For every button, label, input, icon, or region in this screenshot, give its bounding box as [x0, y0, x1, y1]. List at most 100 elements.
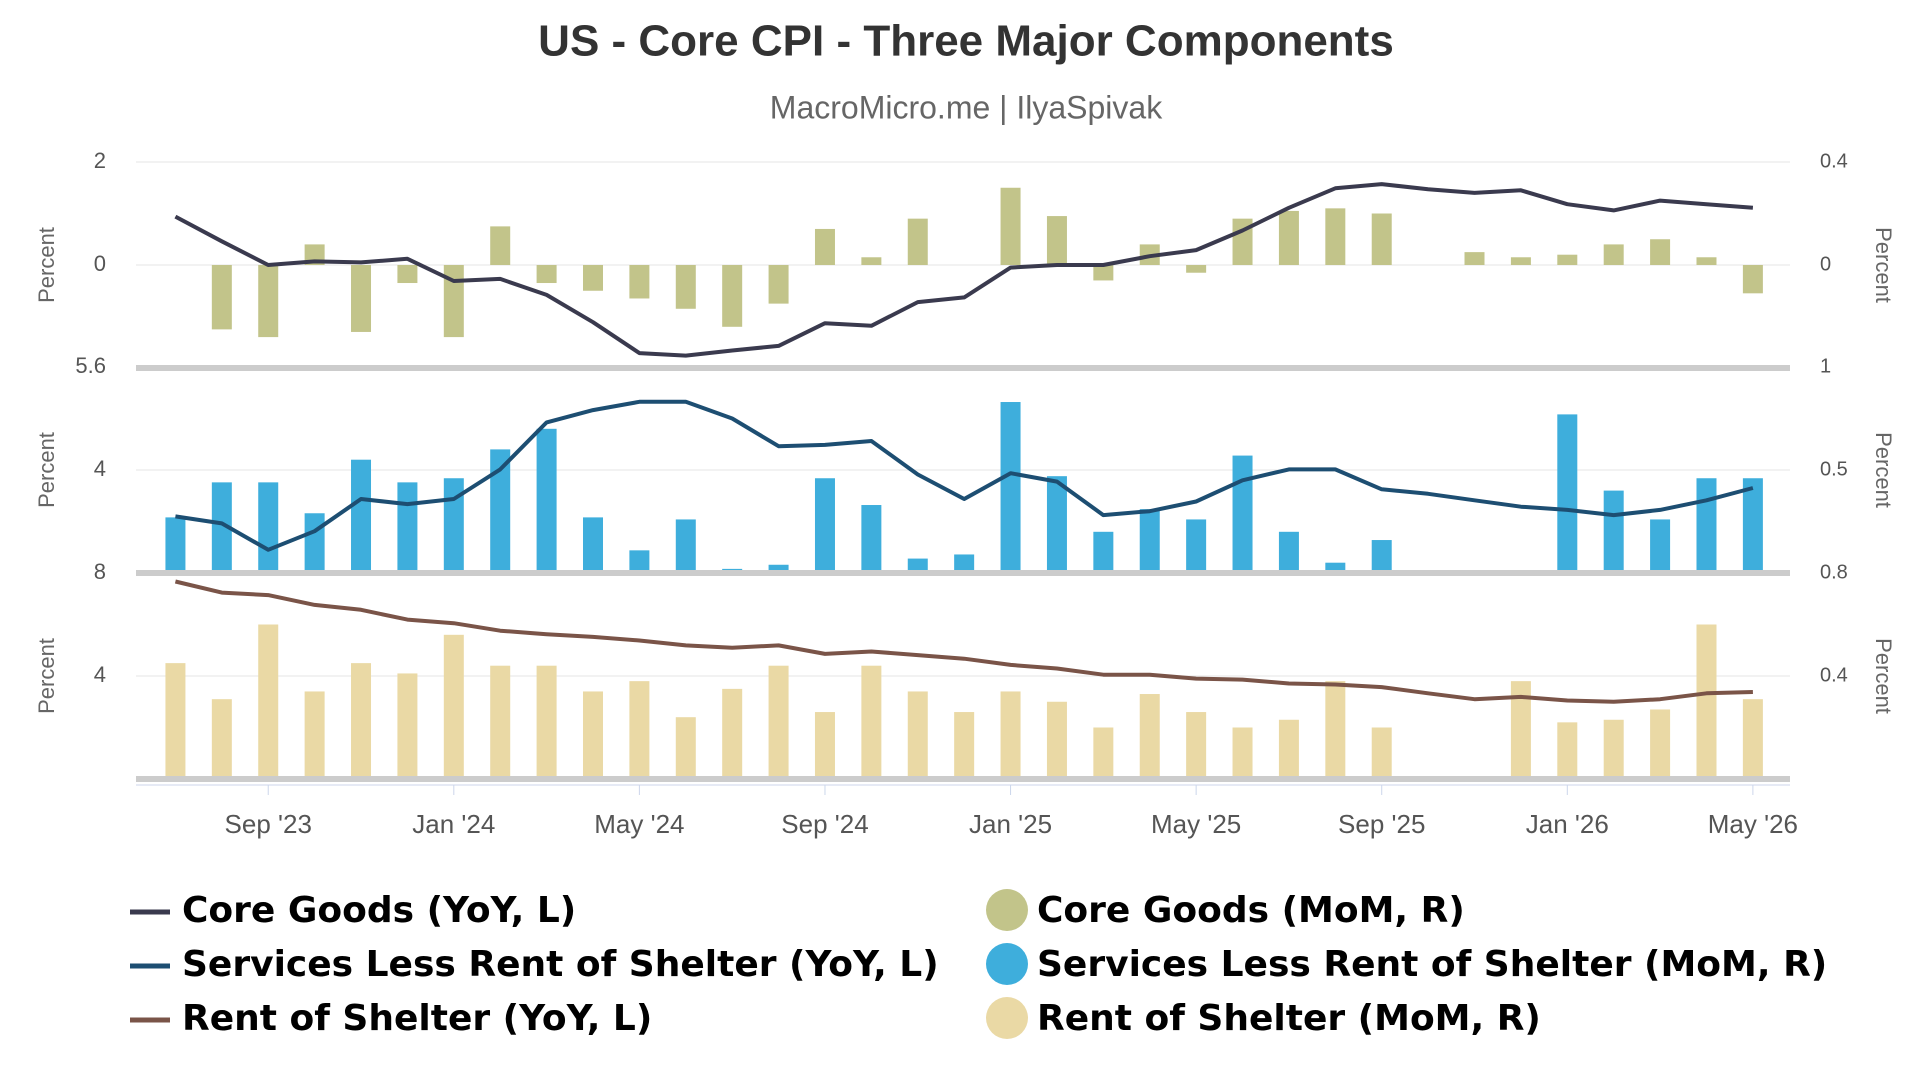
bar	[165, 663, 186, 779]
legend-label: Core Goods (MoM, R)	[1037, 890, 1465, 931]
bar	[629, 681, 650, 779]
bar	[1557, 414, 1578, 573]
bar	[1000, 402, 1021, 573]
bar	[258, 265, 279, 338]
bar	[582, 691, 603, 779]
legend-label: Rent of Shelter (YoY, L)	[182, 998, 652, 1039]
bar	[907, 558, 928, 573]
x-tick-label: Sep '23	[225, 809, 312, 839]
bar	[629, 265, 650, 299]
legend-swatch	[986, 943, 1028, 985]
bar	[1742, 265, 1763, 294]
bar	[768, 564, 789, 573]
bar	[1557, 254, 1578, 265]
bar	[351, 265, 372, 332]
bar	[1186, 265, 1207, 273]
chart-subtitle: MacroMicro.me | IlyaSpivak	[770, 89, 1163, 125]
bar	[675, 717, 696, 779]
x-tick-label: Jan '24	[412, 809, 495, 839]
bar	[954, 554, 975, 573]
grid	[136, 161, 1790, 677]
y-tick-label: 4	[94, 456, 106, 481]
y2-axis-title: Percent	[1871, 227, 1896, 303]
bar	[258, 624, 279, 779]
bar	[1093, 531, 1114, 573]
legend-swatch	[986, 889, 1028, 931]
x-tick-label: May '26	[1708, 809, 1798, 839]
bar	[1232, 455, 1253, 573]
bar	[1742, 699, 1763, 779]
bar	[1325, 208, 1346, 265]
legend-label: Rent of Shelter (MoM, R)	[1037, 998, 1541, 1039]
bar	[861, 665, 882, 779]
lines	[174, 182, 1754, 704]
bar	[1278, 210, 1299, 265]
bar	[1557, 722, 1578, 779]
y-axis-title: Percent	[34, 432, 59, 508]
separators	[136, 365, 1790, 782]
x-tick-label: Sep '24	[781, 809, 868, 839]
y-axis-title: Percent	[34, 638, 59, 714]
bars	[165, 187, 1763, 779]
bar	[536, 665, 557, 779]
bar	[582, 265, 603, 291]
bar	[1510, 681, 1531, 779]
bar	[397, 482, 418, 573]
bar	[814, 228, 835, 265]
bar	[1464, 252, 1485, 265]
bar	[814, 712, 835, 779]
bar	[1186, 519, 1207, 573]
bar	[1696, 624, 1717, 779]
bar	[304, 691, 325, 779]
bar	[258, 482, 279, 573]
bar	[1325, 562, 1346, 573]
bar	[1650, 709, 1671, 779]
bar	[1603, 719, 1624, 779]
line	[174, 182, 1754, 358]
bar	[675, 265, 696, 309]
chart-title: US - Core CPI - Three Major Components	[538, 17, 1394, 66]
bar	[814, 478, 835, 573]
bar	[1650, 239, 1671, 265]
y-tick-label: 2	[94, 148, 106, 173]
x-tick-label: May '24	[594, 809, 684, 839]
bar	[1139, 509, 1160, 573]
legend-label: Core Goods (YoY, L)	[182, 890, 576, 931]
x-tick-label: May '25	[1151, 809, 1241, 839]
y-axis-title: Percent	[34, 227, 59, 303]
bar	[1696, 257, 1717, 265]
y2-axis-title: Percent	[1871, 638, 1896, 714]
bar	[1093, 265, 1114, 281]
x-tick-label: Jan '26	[1526, 809, 1609, 839]
y2-axis-title: Percent	[1871, 432, 1896, 508]
y-tick-label: 8	[94, 559, 106, 584]
y-tick-label: 4	[94, 662, 106, 687]
bar	[1000, 691, 1021, 779]
bar	[1232, 727, 1253, 779]
bar	[490, 665, 511, 779]
bar	[722, 265, 743, 327]
y2-tick-label: 1	[1820, 355, 1831, 377]
y2-tick-label: 0.8	[1820, 561, 1848, 583]
bar	[1371, 213, 1392, 265]
bar	[536, 428, 557, 573]
bar	[1093, 727, 1114, 779]
x-tick-label: Sep '25	[1338, 809, 1425, 839]
bar	[1371, 540, 1392, 573]
bar	[211, 265, 232, 330]
bar	[1603, 490, 1624, 573]
y2-tick-label: 0.4	[1820, 150, 1848, 172]
bar	[443, 634, 464, 779]
bar	[1371, 727, 1392, 779]
bar	[1742, 478, 1763, 573]
bar	[1325, 681, 1346, 779]
bar	[954, 712, 975, 779]
bar	[211, 699, 232, 779]
bar	[861, 257, 882, 265]
legend-label: Services Less Rent of Shelter (YoY, L)	[182, 944, 939, 985]
bar	[351, 459, 372, 573]
bar	[443, 265, 464, 338]
bar	[675, 519, 696, 573]
bar	[1510, 257, 1531, 265]
